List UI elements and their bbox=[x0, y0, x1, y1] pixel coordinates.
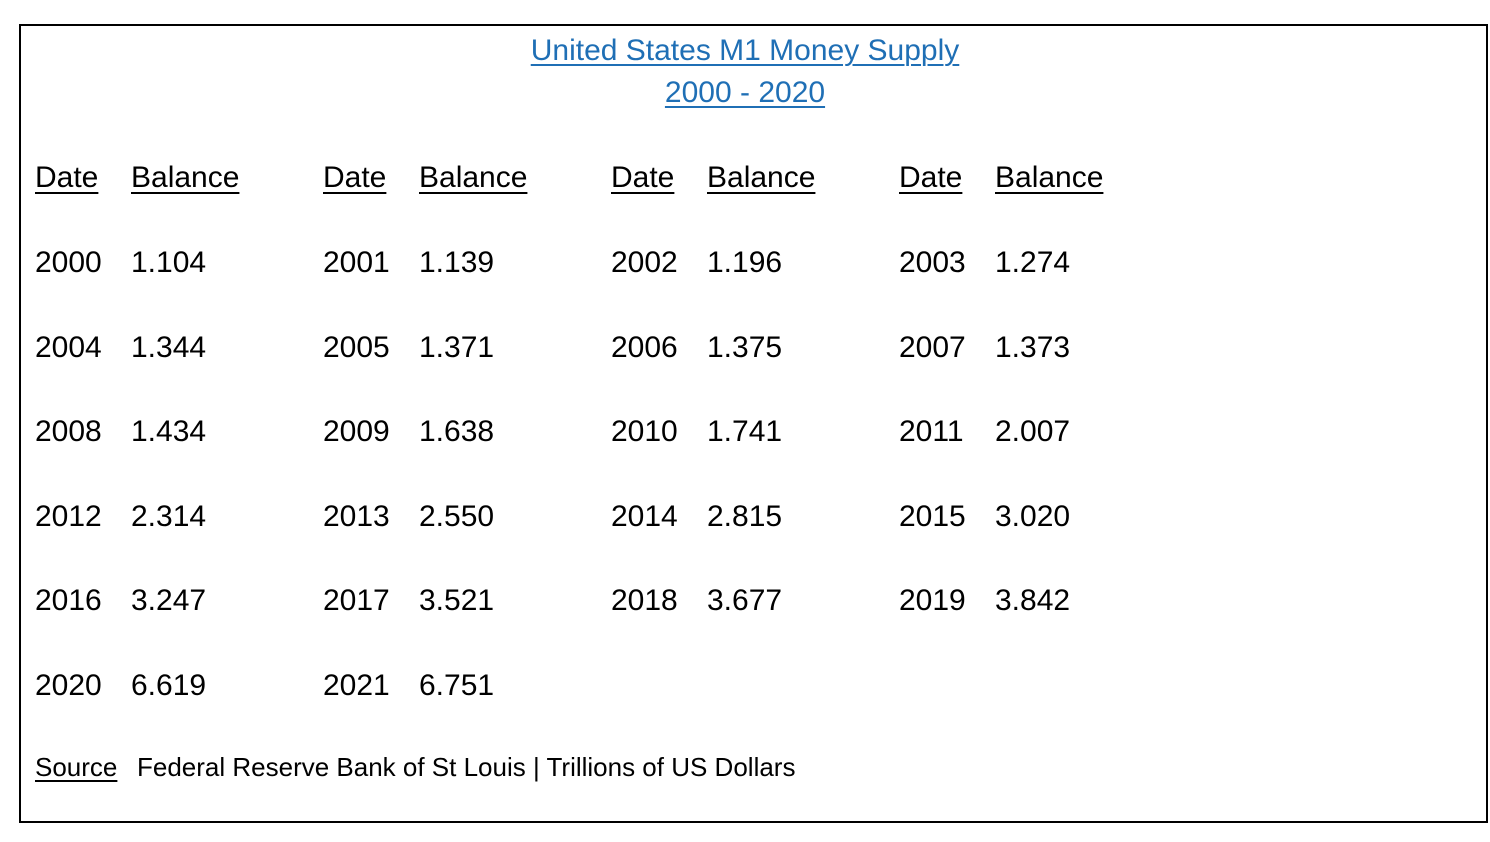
table-cell-date: 2009 bbox=[323, 415, 390, 448]
table-cell-balance: 1.434 bbox=[131, 415, 207, 448]
page-title: United States M1 Money Supply bbox=[530, 34, 960, 67]
page-subtitle: 2000 - 2020 bbox=[664, 76, 826, 109]
table-cell-date: 2005 bbox=[323, 331, 390, 364]
table-cell-balance: 3.247 bbox=[131, 584, 207, 617]
table-cell-date: 2011 bbox=[899, 415, 964, 448]
column-header-date: Date bbox=[35, 161, 99, 194]
table-cell-balance: 3.020 bbox=[995, 500, 1071, 533]
table-cell-balance: 2.550 bbox=[419, 500, 495, 533]
table-cell-date: 2010 bbox=[611, 415, 678, 448]
table-cell-date: 2021 bbox=[323, 669, 390, 702]
table-cell-balance: 1.638 bbox=[419, 415, 495, 448]
column-header-date: Date bbox=[611, 161, 675, 194]
table-cell-balance: 2.007 bbox=[995, 415, 1071, 448]
table-cell-date: 2007 bbox=[899, 331, 966, 364]
table-frame bbox=[19, 24, 1488, 823]
table-cell-date: 2008 bbox=[35, 415, 102, 448]
table-cell-date: 2015 bbox=[899, 500, 966, 533]
table-cell-balance: 1.139 bbox=[419, 246, 495, 279]
table-cell-date: 2016 bbox=[35, 584, 102, 617]
column-header-balance: Balance bbox=[995, 161, 1104, 194]
table-cell-balance: 1.344 bbox=[131, 331, 207, 364]
table-cell-balance: 2.314 bbox=[131, 500, 207, 533]
table-cell-date: 2014 bbox=[611, 500, 678, 533]
table-cell-balance: 1.104 bbox=[131, 246, 207, 279]
table-cell-balance: 1.274 bbox=[995, 246, 1071, 279]
table-cell-date: 2013 bbox=[323, 500, 390, 533]
table-cell-date: 2001 bbox=[323, 246, 390, 279]
table-cell-balance: 6.619 bbox=[131, 669, 207, 702]
table-cell-date: 2017 bbox=[323, 584, 390, 617]
table-cell-balance: 3.521 bbox=[419, 584, 495, 617]
table-cell-date: 2002 bbox=[611, 246, 678, 279]
column-header-date: Date bbox=[899, 161, 963, 194]
table-cell-balance: 1.371 bbox=[419, 331, 495, 364]
table-cell-date: 2000 bbox=[35, 246, 102, 279]
column-header-balance: Balance bbox=[707, 161, 816, 194]
table-cell-date: 2006 bbox=[611, 331, 678, 364]
table-cell-date: 2019 bbox=[899, 584, 966, 617]
table-cell-balance: 3.677 bbox=[707, 584, 783, 617]
table-cell-balance: 3.842 bbox=[995, 584, 1071, 617]
table-cell-date: 2018 bbox=[611, 584, 678, 617]
column-header-balance: Balance bbox=[419, 161, 528, 194]
table-cell-date: 2020 bbox=[35, 669, 102, 702]
table-cell-balance: 1.373 bbox=[995, 331, 1071, 364]
table-cell-date: 2012 bbox=[35, 500, 102, 533]
table-cell-balance: 1.741 bbox=[707, 415, 783, 448]
source-text: Federal Reserve Bank of St Louis | Trill… bbox=[137, 752, 796, 782]
table-cell-balance: 6.751 bbox=[419, 669, 495, 702]
column-header-date: Date bbox=[323, 161, 387, 194]
column-header-balance: Balance bbox=[131, 161, 240, 194]
source-label: Source bbox=[35, 752, 118, 782]
table-cell-balance: 1.375 bbox=[707, 331, 783, 364]
table-cell-balance: 1.196 bbox=[707, 246, 783, 279]
table-cell-date: 2004 bbox=[35, 331, 102, 364]
table-cell-balance: 2.815 bbox=[707, 500, 783, 533]
table-cell-date: 2003 bbox=[899, 246, 966, 279]
